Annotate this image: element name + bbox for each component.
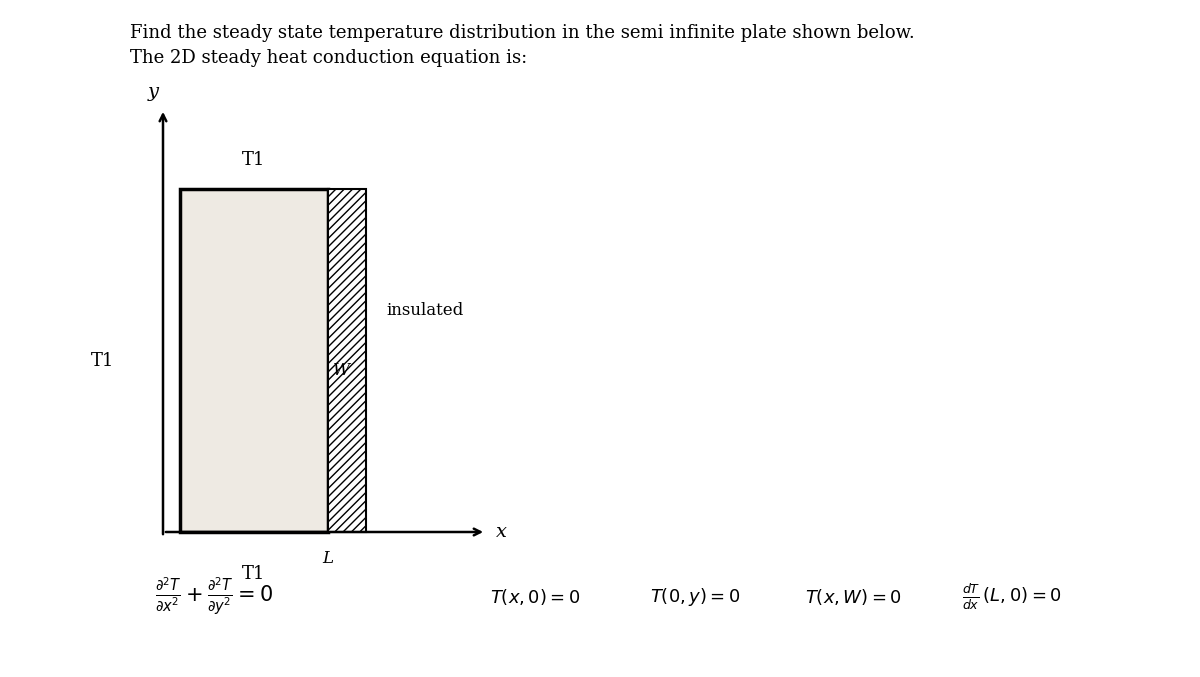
Text: T1: T1 <box>91 351 115 370</box>
Text: $T(0,y) = 0$: $T(0,y) = 0$ <box>650 586 740 608</box>
Text: insulated: insulated <box>386 302 463 319</box>
Text: W: W <box>334 362 350 379</box>
Text: T1: T1 <box>242 565 265 583</box>
Text: T1: T1 <box>242 151 265 169</box>
Text: $\frac{dT}{dx}\,(L,0) = 0$: $\frac{dT}{dx}\,(L,0) = 0$ <box>962 582 1062 612</box>
Bar <box>180 189 328 532</box>
Text: $T(x,0) = 0$: $T(x,0) = 0$ <box>490 587 581 607</box>
Text: x: x <box>496 523 508 541</box>
Text: L: L <box>323 550 334 567</box>
Text: The 2D steady heat conduction equation is:: The 2D steady heat conduction equation i… <box>130 49 527 67</box>
Text: $T(x,W) = 0$: $T(x,W) = 0$ <box>805 587 902 607</box>
Bar <box>328 189 366 532</box>
Text: y: y <box>148 83 158 101</box>
Text: $\frac{\partial^2 T}{\partial x^2}+\frac{\partial^2 T}{\partial y^2}=0$: $\frac{\partial^2 T}{\partial x^2}+\frac… <box>155 576 272 618</box>
Text: Find the steady state temperature distribution in the semi infinite plate shown : Find the steady state temperature distri… <box>130 24 914 42</box>
